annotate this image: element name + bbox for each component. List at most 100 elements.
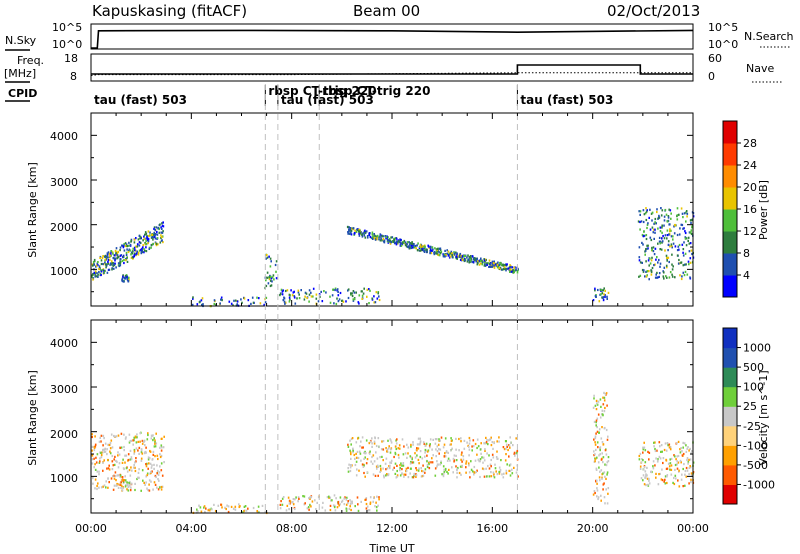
echo-cell bbox=[152, 488, 154, 491]
echo-cell bbox=[450, 439, 453, 443]
echo-cell bbox=[426, 248, 428, 251]
echo-cell bbox=[661, 224, 663, 227]
echo-cell bbox=[382, 440, 385, 443]
echo-cell bbox=[122, 486, 124, 489]
echo-cell bbox=[676, 455, 678, 458]
echo-cell bbox=[688, 458, 690, 461]
echo-cell bbox=[364, 450, 366, 453]
echo-cell bbox=[102, 469, 104, 472]
echo-cell bbox=[120, 446, 123, 449]
velocity-ytick-1000: 1000 bbox=[50, 472, 78, 485]
echo-cell bbox=[269, 284, 272, 288]
echo-cell bbox=[682, 216, 684, 219]
freq-tick-bottom: 8 bbox=[70, 70, 77, 83]
echo-cell bbox=[684, 469, 687, 473]
echo-cell bbox=[677, 440, 680, 443]
echo-cell bbox=[474, 257, 476, 260]
x-tick-label: 00:00 bbox=[677, 522, 709, 535]
echo-cell bbox=[595, 421, 597, 424]
echo-cell bbox=[654, 449, 657, 453]
echo-cell bbox=[594, 457, 597, 460]
echo-cell bbox=[131, 469, 133, 472]
echo-cell bbox=[605, 453, 608, 456]
echo-cell bbox=[471, 445, 473, 448]
echo-cell bbox=[375, 444, 378, 448]
colorbar-tick-label: 500 bbox=[743, 361, 764, 374]
colorbar-swatch bbox=[723, 275, 737, 298]
echo-cell bbox=[678, 213, 680, 216]
echo-cell bbox=[660, 444, 663, 447]
echo-cell bbox=[117, 262, 120, 265]
echo-cell bbox=[214, 509, 217, 513]
echo-cell bbox=[126, 470, 129, 473]
echo-cell bbox=[96, 487, 98, 491]
echo-cell bbox=[671, 253, 673, 256]
echo-cell bbox=[678, 248, 680, 251]
echo-cell bbox=[297, 289, 300, 292]
echo-cell bbox=[422, 470, 425, 473]
echo-cell bbox=[298, 497, 300, 500]
echo-cell bbox=[390, 241, 392, 244]
x-tick-label: 00:00 bbox=[75, 522, 107, 535]
echo-cell bbox=[270, 275, 272, 278]
echo-cell bbox=[472, 439, 475, 442]
echo-cell bbox=[645, 484, 647, 487]
echo-cell bbox=[335, 497, 337, 500]
echo-cell bbox=[312, 295, 314, 298]
echo-cell bbox=[137, 238, 140, 241]
echo-cell bbox=[283, 300, 286, 303]
echo-cell bbox=[422, 441, 425, 444]
echo-cell bbox=[652, 228, 655, 231]
echo-cell bbox=[661, 468, 663, 471]
echo-cell bbox=[461, 460, 463, 463]
echo-cell bbox=[641, 241, 643, 244]
echo-cell bbox=[647, 244, 649, 247]
echo-cell bbox=[143, 251, 145, 254]
echo-cell bbox=[688, 231, 691, 234]
echo-cell bbox=[429, 443, 431, 446]
echo-cell bbox=[593, 394, 595, 397]
echo-cell bbox=[684, 270, 687, 273]
echo-cell bbox=[459, 258, 462, 261]
echo-cell bbox=[652, 250, 655, 253]
echo-cell bbox=[404, 244, 407, 247]
echo-cell bbox=[145, 237, 147, 240]
echo-cell bbox=[654, 228, 656, 231]
echo-cell bbox=[221, 506, 223, 509]
echo-cell bbox=[354, 232, 356, 235]
echo-cell bbox=[388, 237, 391, 241]
echo-cell bbox=[477, 458, 480, 461]
echo-cell bbox=[139, 237, 141, 240]
echo-cell bbox=[357, 437, 359, 440]
echo-cell bbox=[474, 459, 477, 462]
echo-cell bbox=[486, 262, 489, 265]
echo-cell bbox=[376, 236, 378, 239]
echo-cell bbox=[93, 466, 95, 469]
echo-cell bbox=[593, 490, 596, 493]
echo-cell bbox=[485, 436, 487, 439]
echo-cell bbox=[654, 231, 656, 234]
echo-cell bbox=[690, 221, 692, 225]
echo-cell bbox=[678, 469, 680, 472]
echo-cell bbox=[355, 474, 358, 477]
echo-cell bbox=[401, 472, 403, 476]
echo-cell bbox=[444, 455, 447, 458]
echo-cell bbox=[209, 509, 211, 512]
echo-cell bbox=[94, 275, 96, 278]
echo-cell bbox=[672, 481, 674, 484]
echo-cell bbox=[317, 300, 320, 303]
echo-cell bbox=[442, 255, 445, 258]
echo-cell bbox=[688, 482, 690, 485]
echo-cell bbox=[140, 459, 143, 462]
echo-cell bbox=[665, 449, 668, 452]
echo-cell bbox=[677, 454, 680, 458]
echo-cell bbox=[268, 255, 270, 258]
echo-cell bbox=[251, 296, 254, 299]
echo-cell bbox=[156, 237, 159, 240]
echo-cell bbox=[429, 446, 431, 449]
echo-cell bbox=[504, 267, 507, 270]
echo-cell bbox=[398, 456, 400, 459]
echo-cell bbox=[471, 449, 473, 452]
echo-cell bbox=[690, 472, 693, 475]
